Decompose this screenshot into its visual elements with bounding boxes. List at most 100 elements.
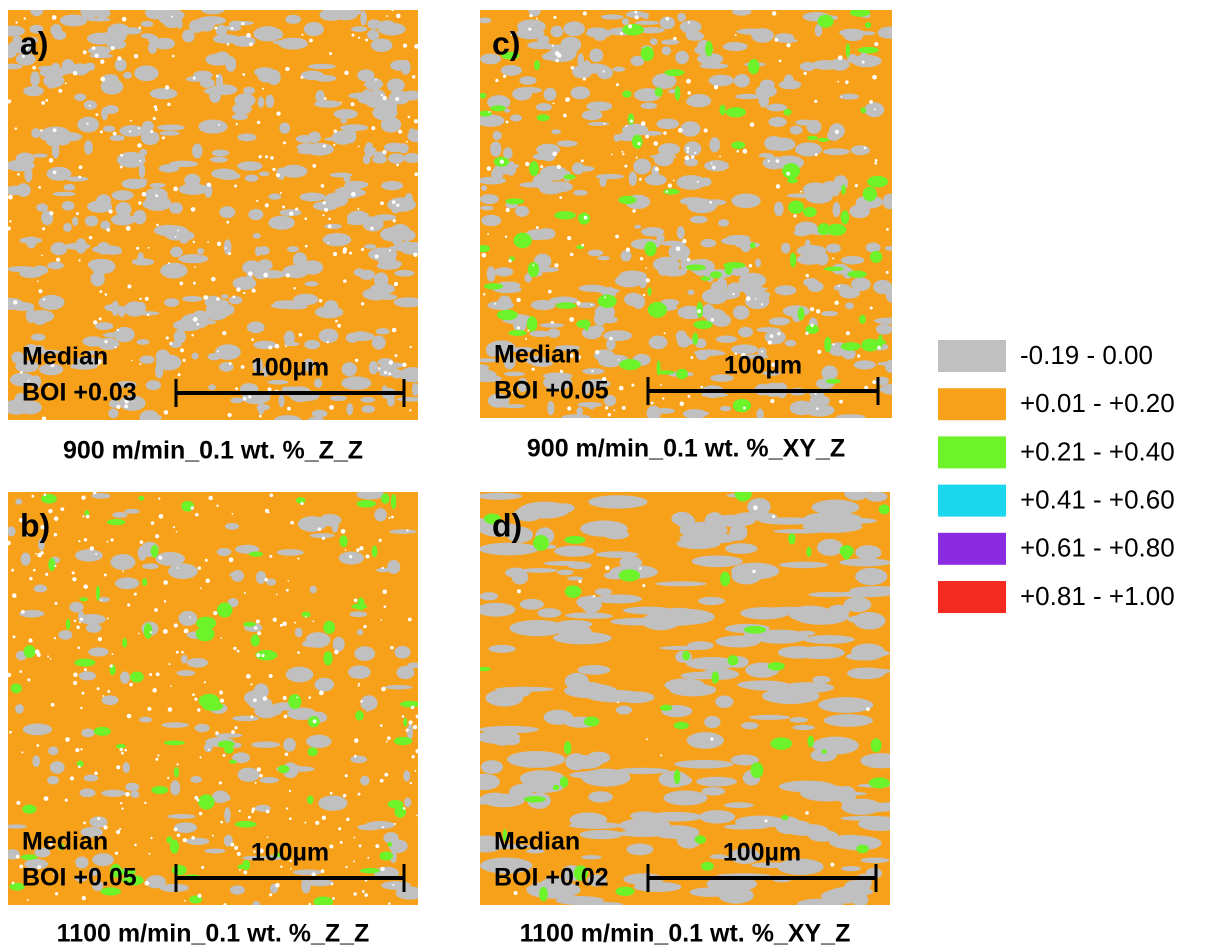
texture-blob bbox=[283, 141, 286, 144]
texture-blob bbox=[243, 397, 247, 401]
texture-blob bbox=[319, 9, 343, 21]
texture-blob bbox=[394, 646, 410, 659]
texture-blob bbox=[252, 901, 260, 907]
texture-blob bbox=[676, 330, 687, 341]
texture-blob bbox=[224, 807, 230, 823]
texture-blob bbox=[380, 724, 383, 727]
texture-blob bbox=[121, 807, 123, 809]
texture-blob bbox=[139, 410, 159, 425]
texture-blob bbox=[301, 34, 303, 36]
texture-blob bbox=[193, 317, 198, 322]
texture-blob bbox=[115, 577, 139, 589]
panel-label: a) bbox=[20, 25, 48, 61]
panel-label: b) bbox=[20, 507, 50, 543]
texture-blob bbox=[559, 196, 562, 199]
texture-blob bbox=[79, 622, 81, 624]
texture-blob bbox=[80, 788, 96, 797]
texture-blob bbox=[822, 749, 827, 753]
texture-blob bbox=[360, 11, 367, 26]
texture-blob bbox=[733, 399, 751, 412]
texture-blob bbox=[99, 290, 102, 293]
texture-blob bbox=[358, 684, 360, 686]
texture-blob bbox=[845, 302, 854, 309]
texture-blob bbox=[211, 84, 237, 95]
texture-blob bbox=[41, 494, 57, 504]
texture-blob bbox=[484, 283, 503, 289]
texture-blob bbox=[290, 521, 294, 525]
texture-blob bbox=[270, 156, 274, 160]
texture-blob bbox=[756, 409, 763, 421]
texture-blob bbox=[345, 774, 348, 777]
texture-blob bbox=[158, 498, 160, 500]
texture-blob bbox=[130, 671, 144, 682]
texture-blob bbox=[197, 16, 226, 25]
texture-blob bbox=[165, 85, 169, 89]
texture-blob bbox=[866, 492, 887, 502]
texture-blob bbox=[225, 247, 227, 249]
texture-blob bbox=[174, 624, 178, 628]
texture-blob bbox=[833, 202, 841, 217]
texture-blob bbox=[738, 327, 753, 337]
texture-blob bbox=[628, 113, 634, 124]
texture-blob bbox=[383, 96, 387, 100]
texture-blob bbox=[581, 855, 601, 859]
texture-blob bbox=[27, 899, 29, 901]
texture-blob bbox=[367, 857, 369, 859]
texture-blob bbox=[53, 30, 66, 40]
texture-blob bbox=[410, 782, 412, 784]
texture-blob bbox=[285, 345, 287, 347]
texture-blob bbox=[664, 332, 666, 334]
texture-blob bbox=[13, 300, 17, 304]
texture-blob bbox=[353, 860, 355, 862]
texture-blob bbox=[386, 15, 388, 17]
texture-blob bbox=[409, 409, 411, 411]
texture-blob bbox=[312, 410, 328, 418]
texture-blob bbox=[769, 317, 790, 325]
texture-blob bbox=[552, 44, 554, 46]
texture-blob bbox=[351, 192, 356, 197]
texture-blob bbox=[53, 139, 70, 145]
texture-blob bbox=[536, 226, 539, 229]
texture-blob bbox=[795, 119, 812, 125]
texture-blob bbox=[567, 576, 584, 580]
texture-blob bbox=[338, 827, 341, 830]
texture-blob bbox=[630, 119, 633, 122]
texture-blob bbox=[174, 827, 178, 831]
texture-blob bbox=[661, 39, 680, 44]
texture-blob bbox=[329, 844, 333, 848]
texture-blob bbox=[405, 887, 415, 893]
texture-blob bbox=[150, 130, 153, 133]
texture-blob bbox=[783, 305, 810, 317]
texture-blob bbox=[658, 143, 680, 155]
texture-blob bbox=[206, 579, 210, 583]
texture-blob bbox=[8, 195, 13, 200]
texture-blob bbox=[287, 766, 314, 772]
texture-blob bbox=[743, 149, 748, 154]
texture-blob bbox=[674, 769, 680, 784]
texture-blob bbox=[333, 637, 345, 652]
texture-blob bbox=[382, 826, 384, 828]
texture-blob bbox=[83, 50, 87, 54]
texture-blob bbox=[598, 295, 617, 308]
texture-blob bbox=[379, 539, 382, 542]
texture-blob bbox=[120, 154, 123, 157]
texture-blob bbox=[285, 15, 301, 24]
texture-blob bbox=[370, 227, 374, 231]
texture-blob bbox=[197, 799, 200, 802]
texture-blob bbox=[219, 781, 222, 784]
texture-blob bbox=[142, 563, 159, 569]
texture-blob bbox=[404, 153, 421, 163]
texture-blob bbox=[531, 300, 556, 310]
texture-blob bbox=[283, 738, 296, 752]
texture-blob bbox=[268, 512, 270, 514]
texture-blob bbox=[508, 259, 511, 262]
texture-blob bbox=[241, 365, 245, 369]
texture-blob bbox=[356, 490, 384, 500]
texture-blob bbox=[16, 801, 20, 805]
texture-blob bbox=[280, 624, 283, 627]
texture-blob bbox=[17, 173, 20, 176]
texture-blob bbox=[841, 211, 850, 225]
texture-blob bbox=[345, 549, 347, 551]
texture-blob bbox=[134, 65, 158, 81]
texture-blob bbox=[75, 748, 79, 752]
